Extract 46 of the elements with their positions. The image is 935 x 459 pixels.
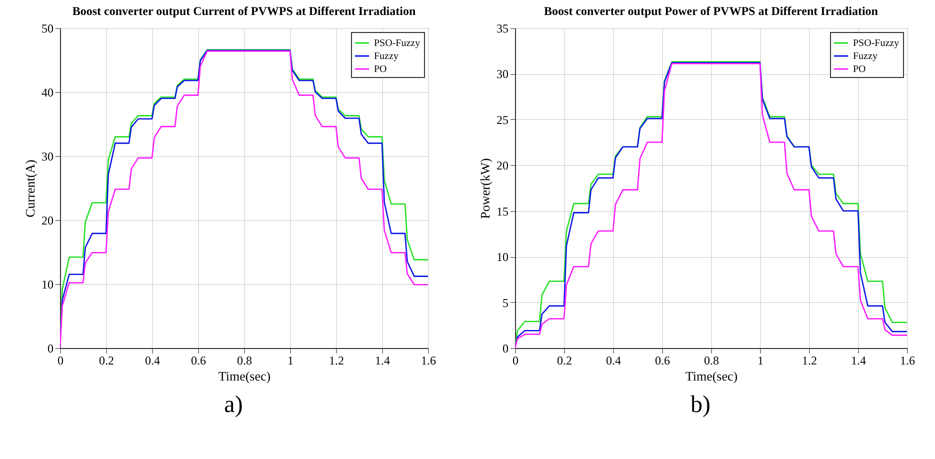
y-tick-label: 35 <box>496 22 508 36</box>
x-tick-label: 0 <box>58 354 64 368</box>
legend-label: PO <box>374 64 387 75</box>
x-tick-label: 0.2 <box>557 354 572 368</box>
y-tick-label: 30 <box>496 67 508 82</box>
x-tick-label: 0.8 <box>237 354 252 368</box>
legend-label: PO <box>853 64 866 75</box>
x-tick-label: 0 <box>512 354 518 368</box>
y-axis-title: Power(kW) <box>478 158 492 219</box>
x-tick-label: 0.6 <box>191 354 206 368</box>
x-tick-label: 1 <box>288 354 294 368</box>
legend-label: PSO-Fuzzy <box>374 38 420 49</box>
chart-title: Boost converter output Current of PVWPS at Different Irradiation <box>72 4 416 18</box>
y-tick-label: 5 <box>502 296 508 310</box>
x-tick-label: 1 <box>758 354 764 368</box>
text: a) <box>224 392 243 419</box>
y-tick-label: 30 <box>42 150 54 164</box>
x-tick-label: 0.4 <box>606 354 621 368</box>
legend-label: Fuzzy <box>374 51 398 62</box>
legend-label: Fuzzy <box>853 51 878 62</box>
x-tick-label: 1.4 <box>375 354 390 368</box>
y-tick-label: 25 <box>496 112 508 127</box>
y-tick-label: 15 <box>496 204 508 218</box>
x-tick-label: 1.2 <box>329 354 344 368</box>
x-tick-label: 0.2 <box>99 354 114 368</box>
y-tick-label: 0 <box>48 342 54 356</box>
y-tick-label: 10 <box>42 278 54 292</box>
y-tick-label: 20 <box>42 214 54 228</box>
y-tick-label: 50 <box>42 22 54 36</box>
x-tick-label: 1.6 <box>421 354 436 368</box>
x-axis-title: Time(sec) <box>218 368 271 384</box>
x-axis-title: Time(sec) <box>685 368 738 384</box>
legend-label: PSO-Fuzzy <box>853 38 900 49</box>
y-axis-title: Current(A) <box>22 160 38 218</box>
x-tick-label: 1.4 <box>851 354 866 368</box>
y-tick-label: 10 <box>496 250 508 264</box>
x-tick-label: 0.4 <box>145 354 160 368</box>
x-tick-label: 1.2 <box>802 354 817 368</box>
x-tick-label: 1.6 <box>900 354 915 368</box>
y-tick-label: 0 <box>502 342 508 356</box>
chart-title: Boost converter output Power of PVWPS at Different Irradiation <box>544 4 878 18</box>
y-tick-label: 40 <box>42 86 54 100</box>
text: b) <box>690 392 710 419</box>
x-tick-label: 0.8 <box>704 354 719 368</box>
x-tick-label: 0.6 <box>655 354 670 368</box>
y-tick-label: 20 <box>496 158 508 173</box>
